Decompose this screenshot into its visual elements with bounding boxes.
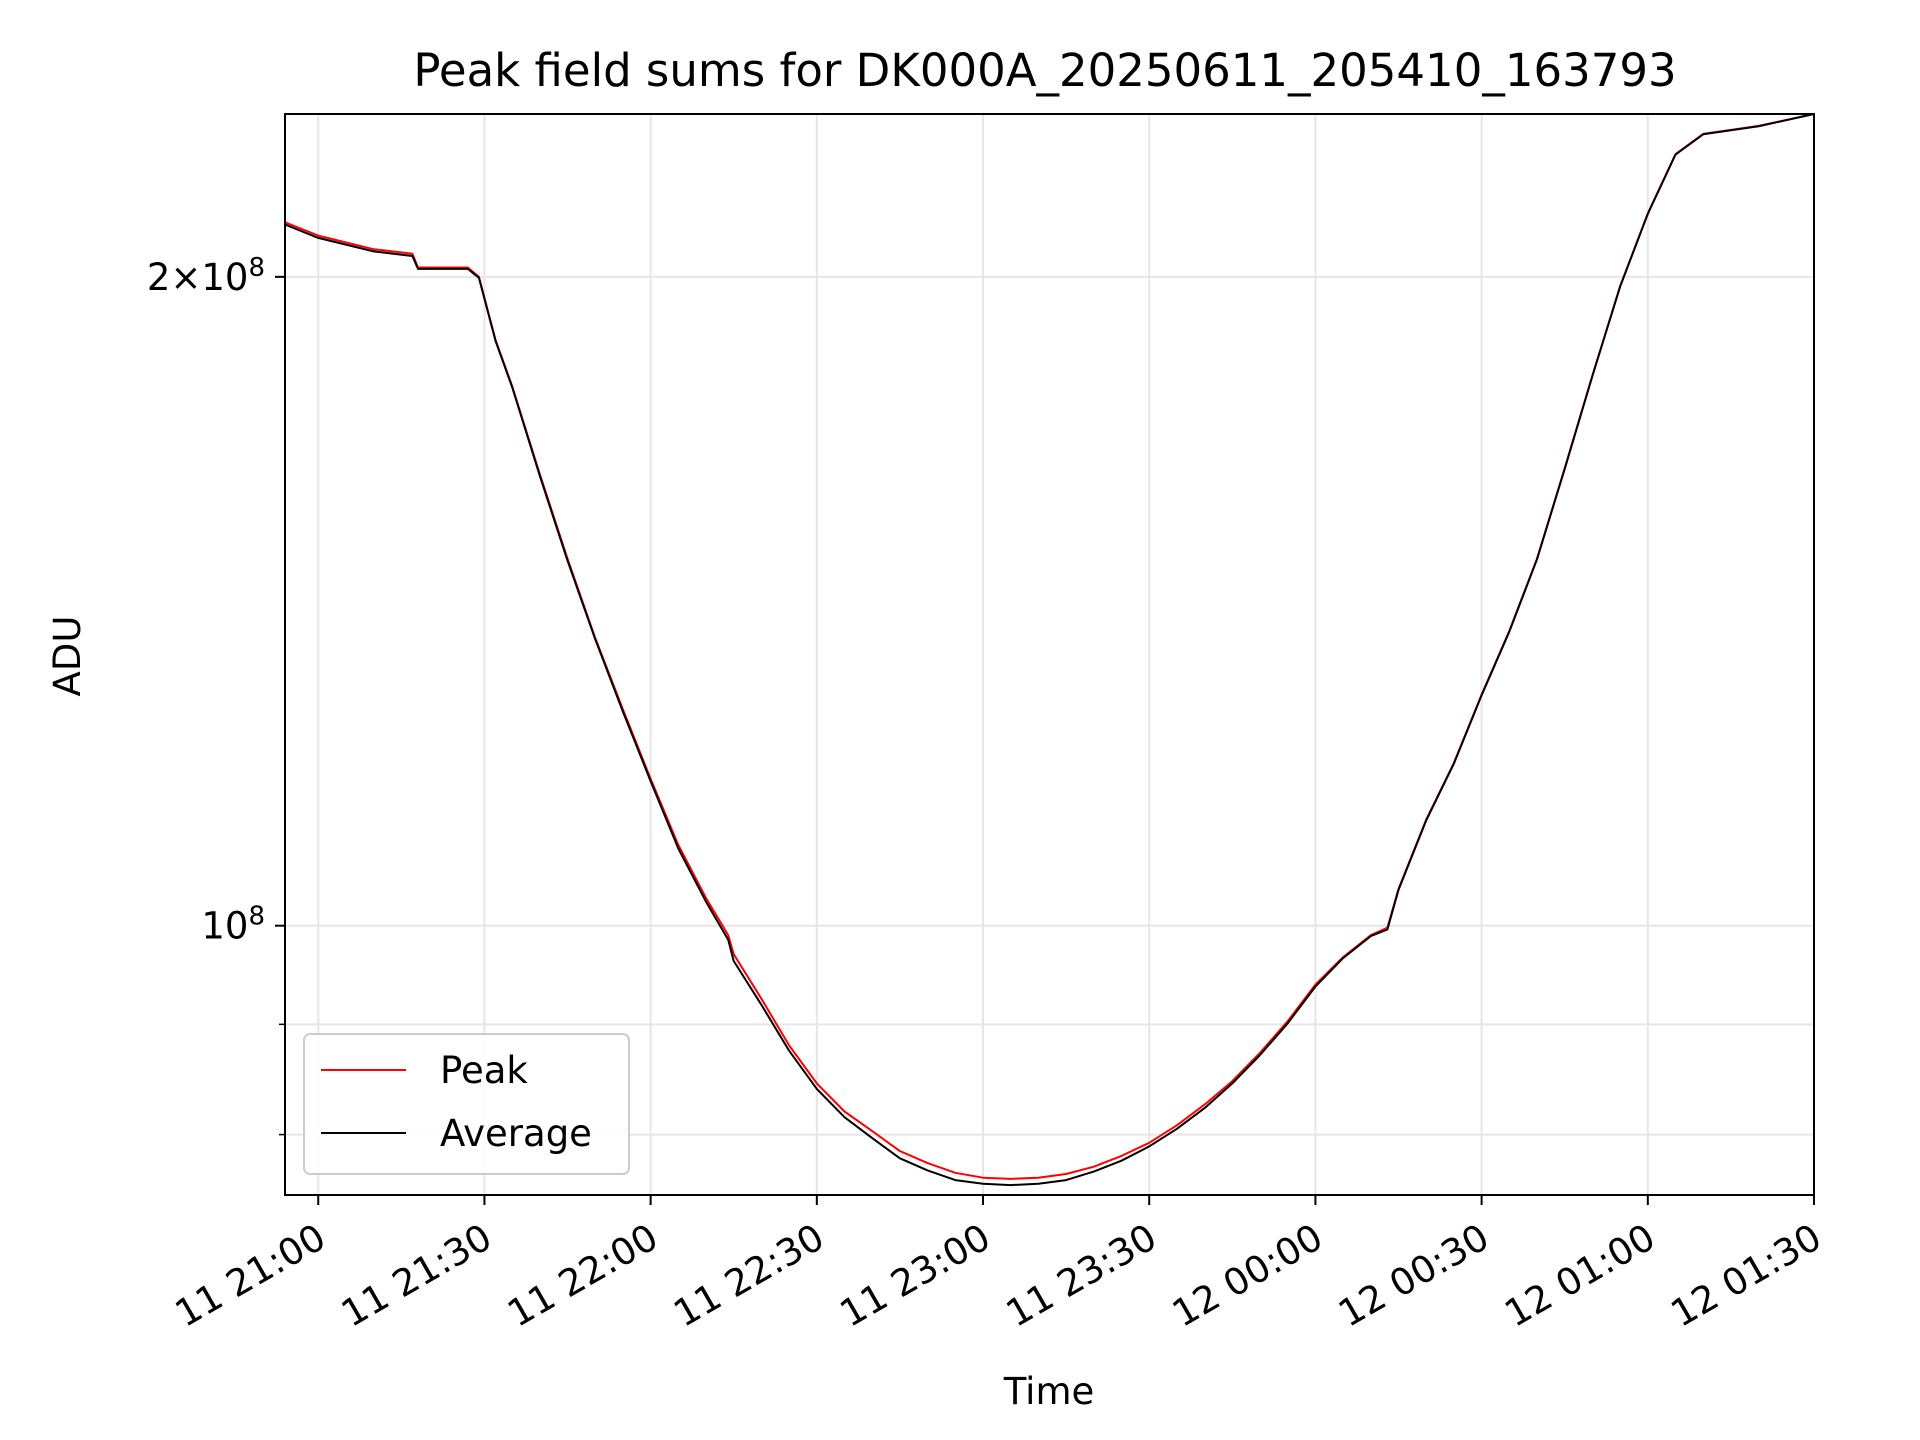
plot-frame	[284, 113, 1815, 1196]
legend: Peak Average	[303, 1033, 630, 1175]
series-layer	[284, 113, 1815, 1187]
chart-title: Peak field sums for DK000A_20250611_2054…	[413, 44, 1676, 97]
legend-label-peak: Peak	[440, 1049, 528, 1092]
y-axis-label: ADU	[46, 616, 89, 697]
legend-label-average: Average	[440, 1112, 592, 1155]
series-line-average	[284, 113, 1815, 1187]
y-tick-label: 108	[201, 902, 265, 948]
y-tick-label: 2×108	[147, 253, 265, 299]
x-axis-label: Time	[1003, 1370, 1095, 1413]
